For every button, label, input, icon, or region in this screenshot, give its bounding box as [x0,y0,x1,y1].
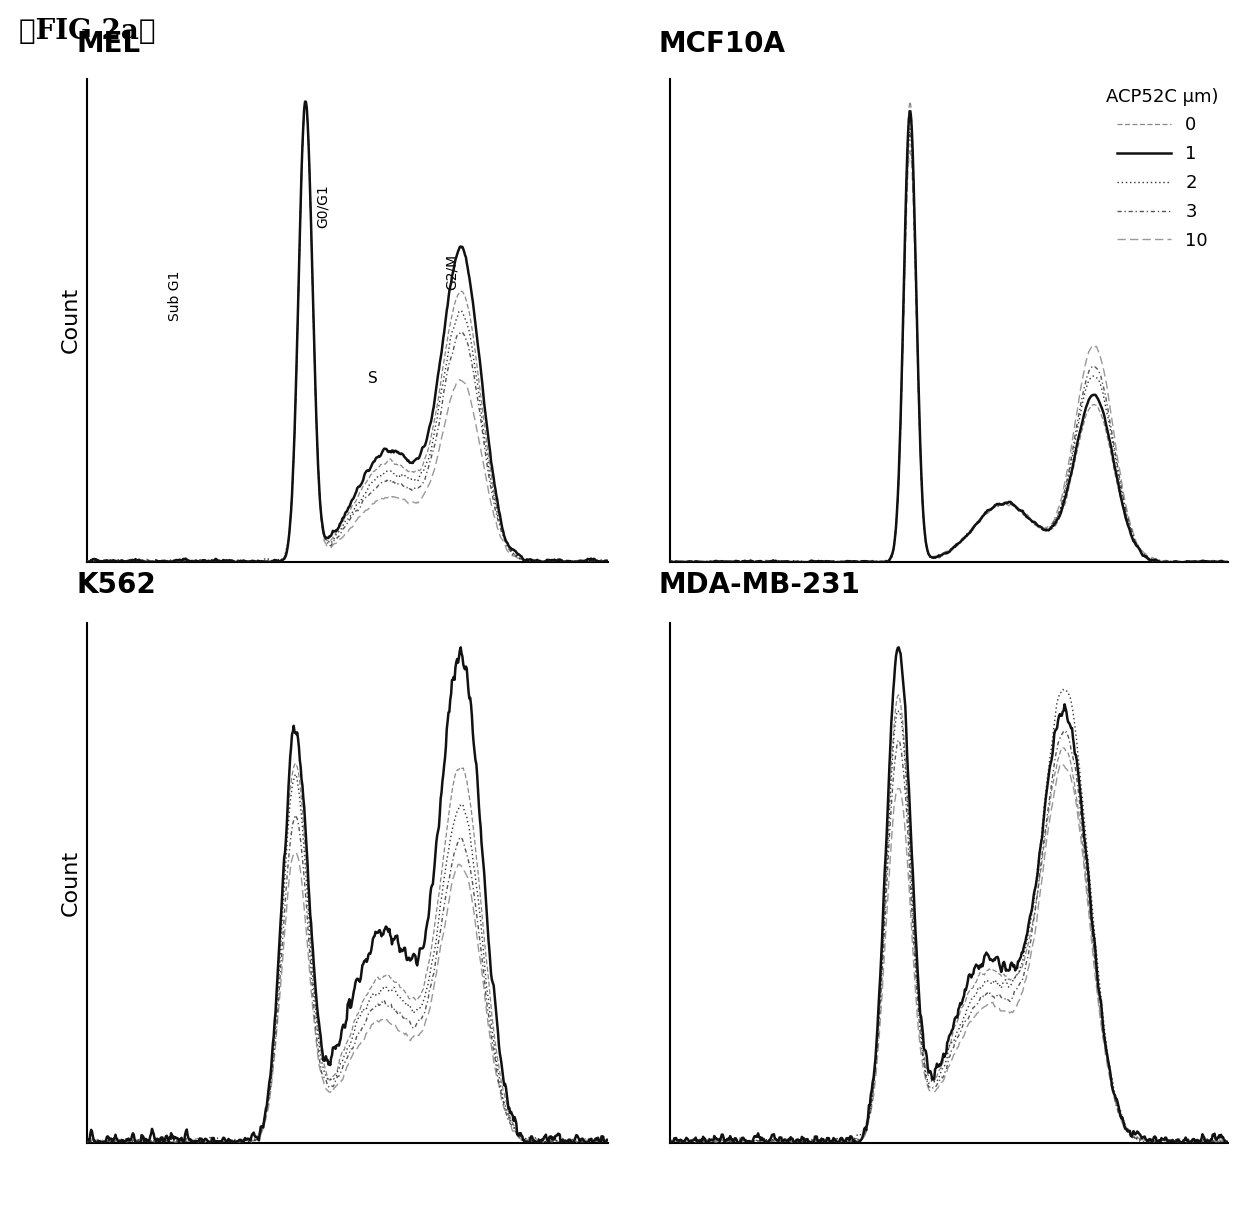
Text: G0/G1: G0/G1 [316,185,330,229]
Text: MCF10A: MCF10A [658,30,785,58]
Text: S: S [368,371,378,386]
Y-axis label: Count: Count [61,850,82,915]
Y-axis label: Count: Count [61,288,82,353]
Text: MDA-MB-231: MDA-MB-231 [658,571,861,598]
Text: K562: K562 [77,571,156,598]
Legend: 0, 1, 2, 3, 10: 0, 1, 2, 3, 10 [1106,87,1219,250]
Text: MEL: MEL [77,30,140,58]
Text: 【FIG 2a】: 【FIG 2a】 [19,18,155,45]
Text: G2/M: G2/M [444,254,459,290]
Text: Sub G1: Sub G1 [169,271,182,322]
